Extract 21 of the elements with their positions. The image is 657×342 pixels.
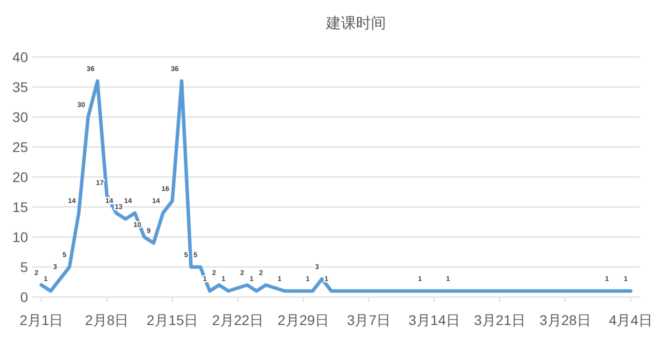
x-tick-label: 2月8日 (85, 312, 129, 328)
y-tick-label: 25 (12, 139, 28, 155)
x-tick-label: 2月15日 (146, 312, 198, 328)
x-tick-label: 2月1日 (20, 312, 64, 328)
x-tick-label: 2月29日 (278, 312, 329, 328)
y-tick-label: 0 (20, 289, 28, 305)
y-tick-label: 5 (20, 259, 28, 275)
line-series (40, 79, 632, 293)
x-tick-label: 4月4日 (608, 312, 652, 328)
y-tick-label: 40 (12, 49, 28, 65)
x-tick-label: 3月28日 (539, 312, 591, 328)
x-tick-label: 3月21日 (474, 312, 526, 328)
x-tick-label: 3月14日 (408, 312, 460, 328)
x-tick-label: 3月7日 (346, 312, 391, 328)
title: 建课时间 (326, 15, 386, 32)
y-tick-label: 10 (12, 229, 28, 245)
y-tick-label: 30 (12, 109, 28, 125)
y-tick-label: 35 (12, 79, 28, 95)
y-tick-label: 15 (12, 199, 28, 215)
y-tick-label: 20 (12, 169, 28, 185)
x-tick-label: 2月22日 (212, 312, 264, 328)
